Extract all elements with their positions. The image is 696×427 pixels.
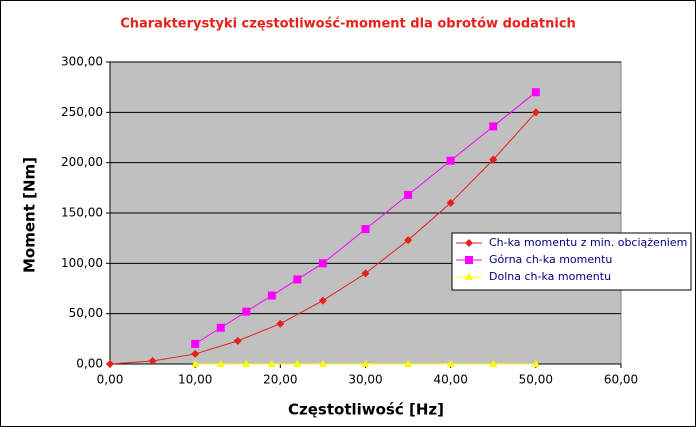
marker bbox=[465, 239, 473, 247]
marker bbox=[242, 307, 251, 316]
marker bbox=[531, 360, 540, 367]
marker bbox=[531, 108, 540, 117]
y-axis-title: Moment [Nm] bbox=[21, 157, 39, 273]
marker bbox=[191, 349, 200, 358]
marker bbox=[446, 156, 455, 165]
marker bbox=[489, 122, 498, 131]
x-tick-label: 30,00 bbox=[348, 373, 382, 387]
marker bbox=[216, 323, 225, 332]
x-tick-label: 50,00 bbox=[519, 373, 553, 387]
y-tick-label: 0,00 bbox=[76, 357, 103, 371]
marker bbox=[489, 360, 498, 367]
legend-label: Ch-ka momentu z min. obciążeniem bbox=[489, 236, 687, 249]
x-tick-label: 40,00 bbox=[433, 373, 467, 387]
marker bbox=[242, 360, 251, 367]
marker bbox=[404, 190, 413, 199]
marker bbox=[531, 88, 540, 97]
y-tick-label: 200,00 bbox=[61, 155, 103, 169]
marker bbox=[446, 360, 455, 367]
marker bbox=[293, 360, 302, 367]
y-tick-label: 150,00 bbox=[61, 206, 103, 220]
marker bbox=[318, 360, 327, 367]
y-tick-label: 300,00 bbox=[61, 55, 103, 69]
x-tick-label: 20,00 bbox=[263, 373, 297, 387]
marker bbox=[465, 256, 473, 264]
marker bbox=[446, 198, 455, 207]
marker bbox=[318, 296, 327, 305]
y-tick-label: 50,00 bbox=[69, 306, 103, 320]
legend-label: Górna ch-ka momentu bbox=[489, 253, 612, 266]
marker bbox=[361, 225, 370, 234]
marker bbox=[191, 339, 200, 348]
marker bbox=[361, 269, 370, 278]
marker bbox=[293, 275, 302, 284]
marker bbox=[267, 360, 276, 367]
chart-title: Charakterystyki częstotliwość-moment dla… bbox=[120, 17, 576, 32]
marker bbox=[404, 236, 413, 245]
marker bbox=[361, 360, 370, 367]
marker bbox=[233, 336, 242, 345]
marker bbox=[191, 360, 200, 367]
marker bbox=[465, 273, 473, 280]
legend: Ch-ka momentu z min. obciążeniem Górna ch… bbox=[451, 232, 692, 291]
marker bbox=[267, 291, 276, 300]
marker bbox=[318, 259, 327, 268]
marker bbox=[216, 360, 225, 367]
x-tick-label: 60,00 bbox=[604, 373, 638, 387]
legend-label: Dolna ch-ka momentu bbox=[489, 270, 611, 283]
x-axis-title: Częstotliwość [Hz] bbox=[288, 401, 444, 419]
marker bbox=[404, 360, 413, 367]
x-tick-label: 10,00 bbox=[178, 373, 212, 387]
x-tick-label: 0,00 bbox=[97, 373, 124, 387]
marker bbox=[489, 155, 498, 164]
marker bbox=[148, 356, 157, 365]
y-tick-label: 100,00 bbox=[61, 256, 103, 270]
y-tick-label: 250,00 bbox=[61, 105, 103, 119]
marker bbox=[106, 360, 114, 368]
marker bbox=[276, 319, 285, 328]
legend-box bbox=[451, 232, 692, 291]
